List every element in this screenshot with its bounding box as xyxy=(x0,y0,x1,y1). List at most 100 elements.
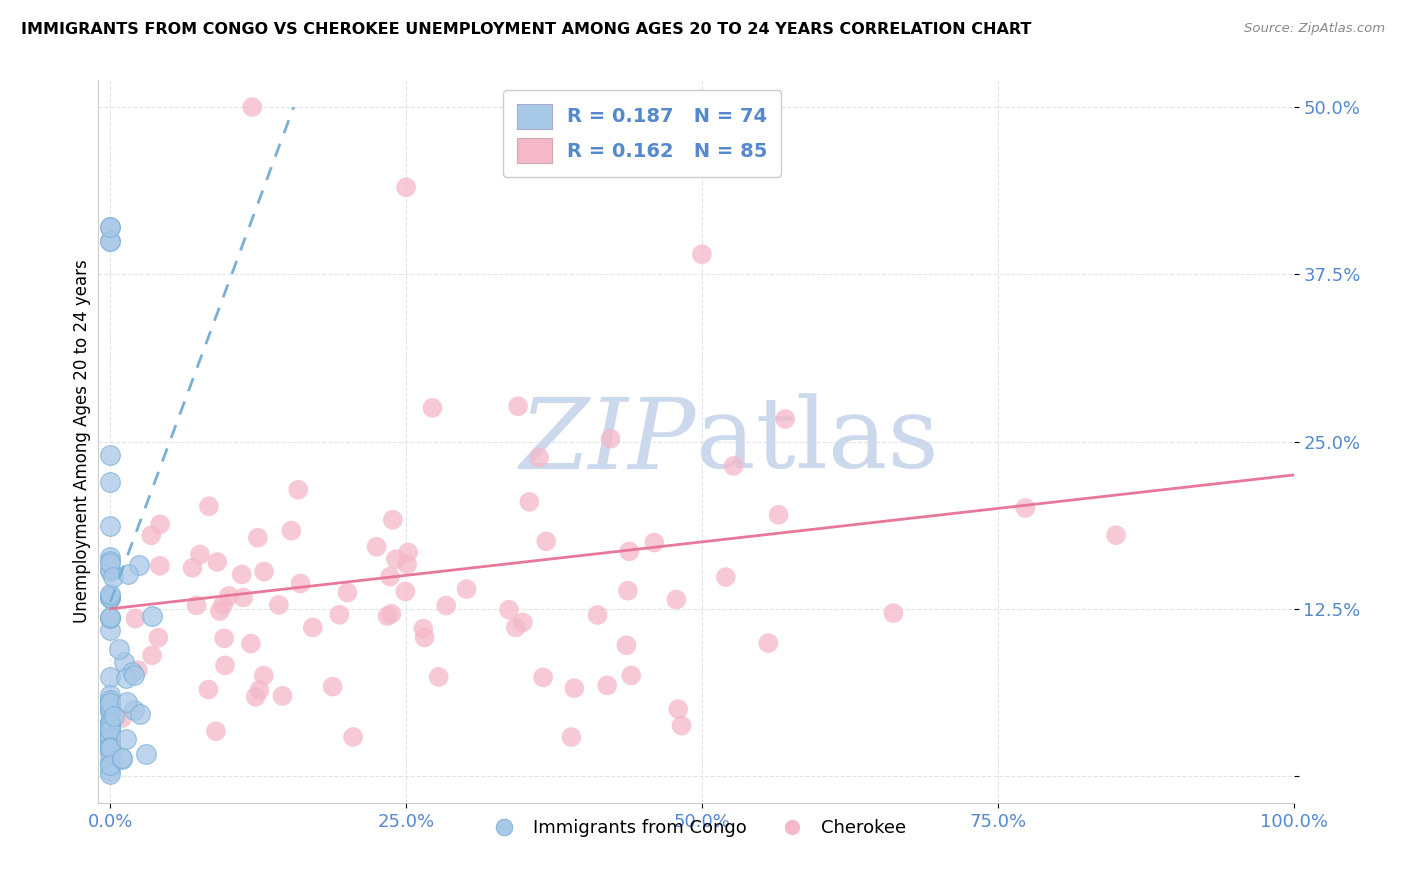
Cherokee xyxy=(271,689,294,703)
Cherokee xyxy=(434,599,457,613)
Cherokee xyxy=(207,555,229,569)
Immigrants from Congo xyxy=(98,723,121,737)
Cherokee xyxy=(1014,501,1036,516)
Cherokee xyxy=(412,622,434,636)
Immigrants from Congo xyxy=(98,740,121,755)
Immigrants from Congo xyxy=(98,730,121,744)
Immigrants from Congo xyxy=(122,703,145,717)
Cherokee xyxy=(395,180,418,194)
Cherokee xyxy=(756,636,779,650)
Cherokee xyxy=(422,401,444,415)
Cherokee xyxy=(249,683,271,698)
Immigrants from Congo xyxy=(98,719,121,733)
Immigrants from Congo xyxy=(103,708,125,723)
Immigrants from Congo xyxy=(98,731,121,746)
Immigrants from Congo xyxy=(135,747,157,761)
Immigrants from Congo xyxy=(98,519,121,533)
Cherokee xyxy=(517,495,540,509)
Immigrants from Congo xyxy=(98,699,121,714)
Immigrants from Congo xyxy=(98,746,121,760)
Cherokee xyxy=(619,544,641,558)
Text: IMMIGRANTS FROM CONGO VS CHEROKEE UNEMPLOYMENT AMONG AGES 20 TO 24 YEARS CORRELA: IMMIGRANTS FROM CONGO VS CHEROKEE UNEMPL… xyxy=(21,22,1032,37)
Immigrants from Congo xyxy=(122,668,145,682)
Cherokee xyxy=(599,432,621,446)
Cherokee xyxy=(616,638,638,652)
Cherokee xyxy=(186,599,208,613)
Immigrants from Congo xyxy=(98,234,121,248)
Immigrants from Congo xyxy=(98,448,121,462)
Immigrants from Congo xyxy=(98,475,121,489)
Immigrants from Congo xyxy=(98,739,121,753)
Immigrants from Congo xyxy=(98,744,121,758)
Immigrants from Congo xyxy=(98,591,121,605)
Cherokee xyxy=(506,399,529,413)
Cherokee xyxy=(141,648,163,663)
Cherokee xyxy=(253,565,276,579)
Cherokee xyxy=(413,631,436,645)
Legend: Immigrants from Congo, Cherokee: Immigrants from Congo, Cherokee xyxy=(479,812,912,845)
Cherokee xyxy=(188,548,211,562)
Cherokee xyxy=(560,730,582,744)
Immigrants from Congo xyxy=(98,725,121,739)
Cherokee xyxy=(723,458,745,473)
Immigrants from Congo xyxy=(98,554,121,568)
Cherokee xyxy=(149,517,172,532)
Immigrants from Congo xyxy=(98,587,121,601)
Immigrants from Congo xyxy=(98,220,121,235)
Cherokee xyxy=(512,615,534,630)
Cherokee xyxy=(456,582,478,596)
Immigrants from Congo xyxy=(98,739,121,754)
Cherokee xyxy=(240,100,263,114)
Cherokee xyxy=(527,450,550,465)
Immigrants from Congo xyxy=(98,721,121,735)
Immigrants from Congo xyxy=(98,696,121,710)
Immigrants from Congo xyxy=(98,220,121,235)
Immigrants from Congo xyxy=(98,611,121,625)
Immigrants from Congo xyxy=(111,752,134,766)
Cherokee xyxy=(620,668,643,682)
Immigrants from Congo xyxy=(98,565,121,579)
Immigrants from Congo xyxy=(98,694,121,708)
Cherokee xyxy=(665,592,688,607)
Cherokee xyxy=(205,724,228,739)
Cherokee xyxy=(427,670,450,684)
Cherokee xyxy=(882,606,904,620)
Immigrants from Congo xyxy=(141,608,163,623)
Cherokee xyxy=(378,569,401,583)
Cherokee xyxy=(366,540,388,554)
Immigrants from Congo xyxy=(98,589,121,603)
Cherokee xyxy=(232,591,254,605)
Immigrants from Congo xyxy=(98,562,121,576)
Cherokee xyxy=(666,702,689,716)
Cherokee xyxy=(148,631,170,645)
Immigrants from Congo xyxy=(98,758,121,772)
Cherokee xyxy=(380,607,402,621)
Cherokee xyxy=(246,531,269,545)
Immigrants from Congo xyxy=(98,716,121,731)
Immigrants from Congo xyxy=(98,727,121,741)
Cherokee xyxy=(280,524,302,538)
Cherokee xyxy=(287,483,309,497)
Cherokee xyxy=(267,598,290,612)
Immigrants from Congo xyxy=(98,767,121,781)
Immigrants from Congo xyxy=(98,702,121,716)
Y-axis label: Unemployment Among Ages 20 to 24 years: Unemployment Among Ages 20 to 24 years xyxy=(73,260,91,624)
Immigrants from Congo xyxy=(98,549,121,564)
Immigrants from Congo xyxy=(98,670,121,684)
Cherokee xyxy=(181,561,204,575)
Immigrants from Congo xyxy=(114,672,136,686)
Immigrants from Congo xyxy=(128,707,150,722)
Cherokee xyxy=(671,718,693,732)
Cherokee xyxy=(212,598,235,612)
Immigrants from Congo xyxy=(98,732,121,747)
Cherokee xyxy=(505,620,527,634)
Immigrants from Congo xyxy=(128,558,150,573)
Immigrants from Congo xyxy=(117,566,139,581)
Cherokee xyxy=(394,584,416,599)
Immigrants from Congo xyxy=(98,764,121,778)
Cherokee xyxy=(617,583,640,598)
Immigrants from Congo xyxy=(98,556,121,570)
Immigrants from Congo xyxy=(98,692,121,706)
Cherokee xyxy=(124,612,146,626)
Cherokee xyxy=(562,681,585,695)
